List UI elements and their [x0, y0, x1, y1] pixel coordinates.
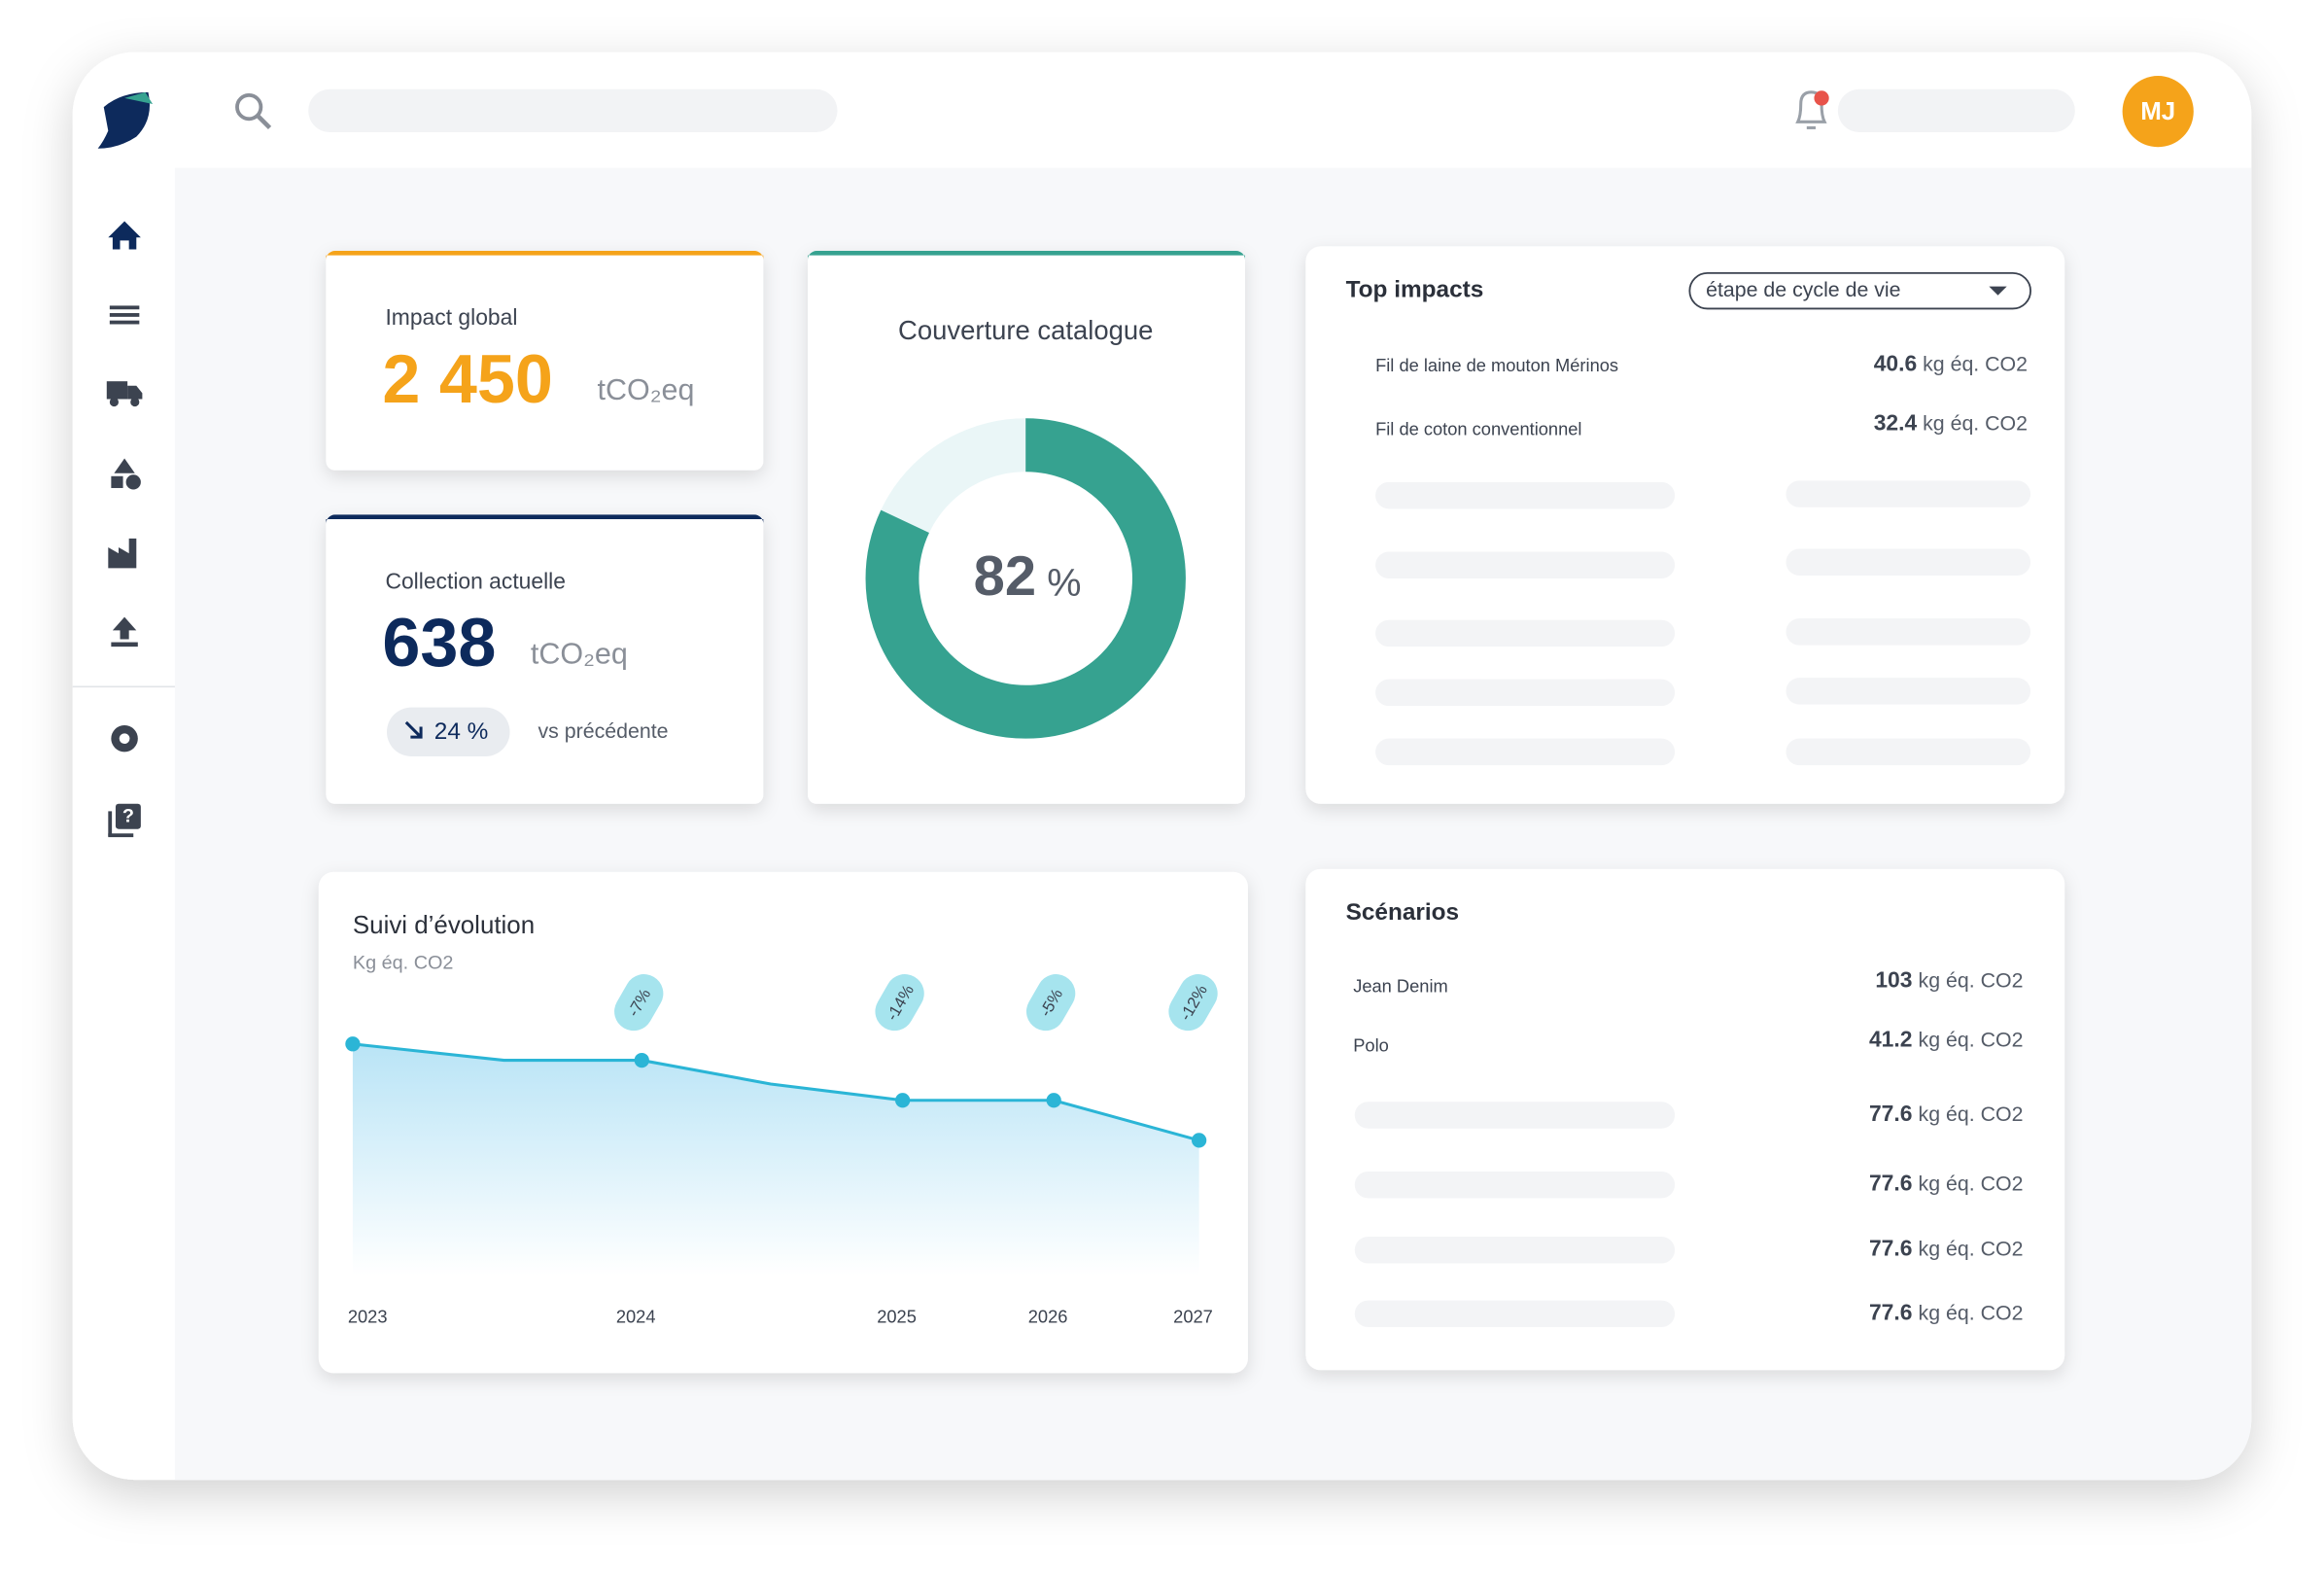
placeholder [1354, 1102, 1676, 1129]
annotation: -7% [614, 974, 664, 1032]
impact-value: 40.6 kg éq. CO2 [1874, 350, 2028, 375]
point [1191, 1133, 1207, 1148]
x-tick-label: 2026 [1028, 1307, 1068, 1327]
point [1046, 1093, 1061, 1108]
filter-dropdown[interactable] [1688, 271, 2031, 310]
scenario-number: 103 [1875, 967, 1912, 993]
scenario-number: 77.6 [1869, 1171, 1912, 1196]
filter-label: étape de cycle de vie [1706, 278, 1900, 301]
scenario-unit: kg éq. CO2 [1919, 1172, 2024, 1195]
annotation-bubble [875, 974, 924, 1032]
card-title: Collection actuelle [385, 569, 566, 594]
donut-arc [865, 418, 1186, 739]
donut-value: 82 [974, 545, 1036, 608]
dropdown-caret [1989, 286, 2007, 296]
impact-unit: kg éq. CO2 [1923, 352, 2028, 375]
placeholder [1354, 1300, 1676, 1328]
svg-text:?: ? [122, 806, 134, 827]
nav-help[interactable]: ? [108, 803, 141, 838]
scenario-number: 77.6 [1869, 1299, 1912, 1324]
nav-settings[interactable] [111, 724, 138, 752]
scenario-value: 41.2 kg éq. CO2 [1869, 1027, 2023, 1052]
scenario-unit: kg éq. CO2 [1919, 1102, 2024, 1126]
card-title: Impact global [385, 304, 517, 330]
impact-value: 32.4 kg éq. CO2 [1874, 409, 2028, 435]
logo [97, 91, 154, 149]
scenario-value: 103 kg éq. CO2 [1875, 967, 2023, 993]
placeholder [1354, 1237, 1676, 1264]
nav-materials[interactable] [111, 458, 141, 490]
card-title: Scénarios [1346, 899, 1460, 926]
scenario-unit: kg éq. CO2 [1919, 1301, 2024, 1324]
card-scenarios: Scénarios Jean Denim 103 kg éq. CO2 Polo 41.… [1305, 868, 2065, 1371]
x-tick-label: 2027 [1173, 1307, 1213, 1327]
scenario-name: Jean Denim [1353, 976, 1448, 997]
notification-bell[interactable] [1795, 90, 1829, 129]
scenario-value: 77.6 kg éq. CO2 [1869, 1171, 2023, 1196]
chart-subtitle: Kg éq. CO2 [353, 953, 454, 974]
scenario-number: 41.2 [1869, 1027, 1912, 1052]
line-chart: 2023 2024 2025 2026 2027 -7% -14% -5% -12% [345, 974, 1218, 1327]
kpi-unit: tCO₂eq [531, 637, 628, 670]
card-title: Top impacts [1346, 277, 1484, 303]
avatar-initials: MJ [2140, 98, 2175, 125]
kpi-value: 638 [382, 605, 496, 681]
card-top-impacts: Top impacts étape de cycle de vie Fil de… [1305, 246, 2065, 804]
x-tick-label: 2024 [616, 1307, 656, 1327]
scenario-unit: kg éq. CO2 [1919, 1237, 2024, 1260]
search-bar[interactable] [308, 88, 838, 133]
card-evolution: Suivi d’évolution Kg éq. CO2 2023 2024 202… [318, 871, 1248, 1374]
annotation-bubble [614, 974, 664, 1032]
x-tick-label: 2023 [348, 1307, 388, 1327]
user-bar [1837, 88, 2075, 133]
nav-home[interactable] [108, 221, 141, 250]
scenario-value: 77.6 kg éq. CO2 [1869, 1101, 2023, 1126]
impact-unit: kg éq. CO2 [1923, 411, 2028, 435]
point [895, 1093, 911, 1108]
point [345, 1036, 361, 1052]
nav-upload[interactable] [111, 616, 138, 648]
nav-list[interactable] [109, 305, 140, 325]
kpi-unit: tCO₂eq [598, 373, 695, 406]
card-coverage: Couverture catalogue 82 % [808, 250, 1245, 804]
annotation: -14% [875, 974, 924, 1032]
chart-title: Suivi d’évolution [353, 912, 535, 939]
annotation: -12% [1168, 974, 1218, 1032]
impact-number: 40.6 [1874, 350, 1918, 375]
scenario-number: 77.6 [1869, 1236, 1912, 1261]
point [634, 1052, 649, 1068]
trend-value: 24 % [434, 718, 489, 745]
x-tick-label: 2025 [877, 1307, 917, 1327]
donut-unit: % [1047, 562, 1081, 605]
placeholder-rows [1375, 480, 2031, 766]
scenario-name: Polo [1353, 1035, 1389, 1056]
nav-factory[interactable] [108, 538, 137, 569]
sidebar: ? [72, 221, 175, 838]
card-collection: Collection actuelle 638 tCO₂eq 24 % vs p… [326, 514, 764, 804]
annotation-bubble [1025, 974, 1076, 1032]
trend-arrow [404, 720, 423, 739]
card-title: Couverture catalogue [898, 315, 1153, 345]
trend-note: vs précédente [538, 719, 669, 743]
placeholder [1354, 1171, 1676, 1199]
card-impact-global: Impact global 2 450 tCO₂eq [326, 250, 764, 471]
scenario-unit: kg éq. CO2 [1919, 968, 2024, 992]
kpi-value: 2 450 [382, 341, 552, 417]
scenario-value: 77.6 kg éq. CO2 [1869, 1236, 2023, 1261]
scenario-value: 77.6 kg éq. CO2 [1869, 1299, 2023, 1324]
scenario-number: 77.6 [1869, 1101, 1912, 1126]
impact-name: Fil de laine de mouton Mérinos [1375, 355, 1618, 375]
annotation: -5% [1025, 974, 1076, 1032]
trend-badge [386, 707, 510, 756]
nav-transport[interactable] [106, 381, 143, 407]
impact-name: Fil de coton conventionnel [1375, 418, 1581, 438]
annotation-bubble [1168, 974, 1218, 1032]
impact-number: 32.4 [1874, 409, 1918, 435]
search-icon[interactable] [235, 92, 272, 130]
avatar[interactable] [2122, 76, 2194, 148]
scenario-unit: kg éq. CO2 [1919, 1028, 2024, 1051]
